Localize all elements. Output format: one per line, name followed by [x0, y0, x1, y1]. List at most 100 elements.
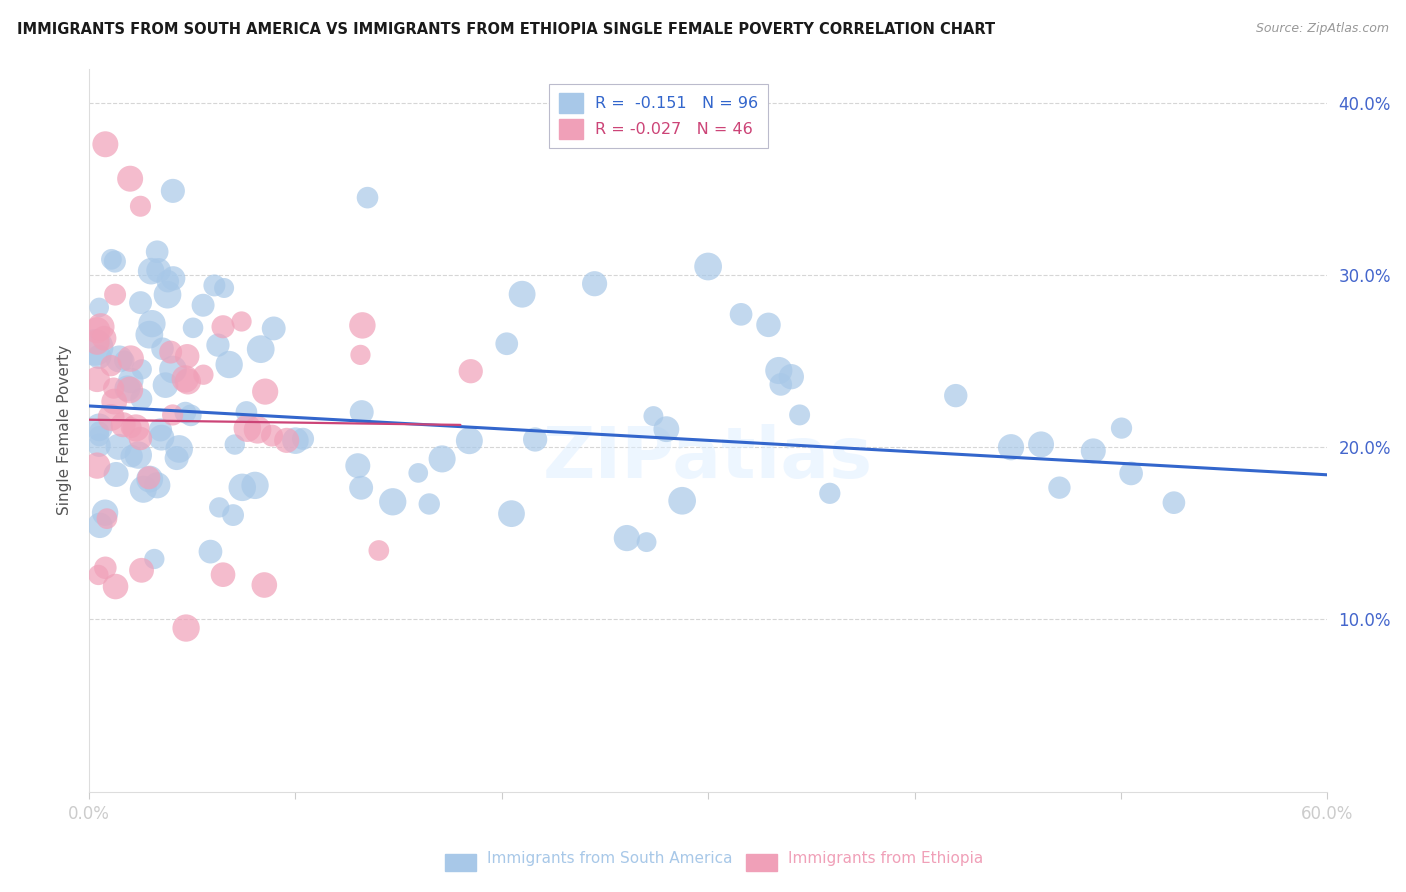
Point: [120, 374, 142, 388]
Point: [112, 417, 135, 432]
Point: [105, 467, 128, 482]
Point: [212, 281, 235, 295]
Point: [671, 493, 693, 508]
Point: [100, 359, 122, 373]
Point: [235, 405, 257, 419]
Point: [218, 358, 240, 372]
Point: [263, 321, 285, 335]
Point: [1111, 421, 1133, 435]
Point: [284, 434, 307, 448]
Point: [174, 372, 197, 386]
Point: [212, 567, 235, 582]
Point: [212, 319, 235, 334]
Point: [1000, 440, 1022, 454]
Point: [818, 486, 841, 500]
Point: [104, 580, 127, 594]
Point: [162, 184, 184, 198]
Point: [1049, 481, 1071, 495]
Point: [655, 422, 678, 436]
Point: [249, 342, 271, 356]
Point: [138, 471, 160, 485]
Point: [768, 363, 790, 377]
Point: [84, 340, 107, 354]
Point: [1083, 443, 1105, 458]
Point: [89, 350, 111, 364]
Point: [155, 378, 177, 392]
Point: [583, 277, 606, 291]
Point: [1119, 467, 1142, 481]
Point: [381, 495, 404, 509]
Text: Immigrants from Ethiopia: Immigrants from Ethiopia: [787, 851, 983, 865]
Point: [174, 406, 197, 420]
Point: [120, 420, 142, 434]
Point: [224, 437, 246, 451]
Point: [193, 368, 215, 382]
Point: [202, 278, 225, 293]
Point: [87, 568, 110, 582]
Point: [150, 431, 173, 445]
Point: [131, 392, 153, 406]
Point: [260, 428, 283, 442]
Point: [292, 432, 315, 446]
Legend: R =  -0.151   N = 96, R = -0.027   N = 46: R = -0.151 N = 96, R = -0.027 N = 46: [550, 84, 768, 148]
Point: [103, 381, 125, 395]
Point: [254, 384, 277, 399]
Point: [90, 319, 112, 334]
Point: [367, 543, 389, 558]
Point: [643, 409, 665, 423]
Point: [430, 451, 453, 466]
Point: [89, 301, 111, 315]
Text: Immigrants from South America: Immigrants from South America: [488, 851, 733, 865]
Point: [276, 434, 298, 448]
Point: [141, 317, 163, 331]
Point: [166, 451, 188, 466]
Y-axis label: Single Female Poverty: Single Female Poverty: [58, 345, 72, 516]
Point: [174, 621, 197, 635]
Point: [121, 449, 143, 463]
Point: [780, 369, 803, 384]
Point: [162, 271, 184, 285]
Text: IMMIGRANTS FROM SOUTH AMERICA VS IMMIGRANTS FROM ETHIOPIA SINGLE FEMALE POVERTY : IMMIGRANTS FROM SOUTH AMERICA VS IMMIGRA…: [17, 22, 995, 37]
Point: [1163, 496, 1185, 510]
Point: [350, 481, 373, 495]
Point: [104, 254, 127, 268]
Point: [191, 298, 214, 312]
Point: [120, 171, 142, 186]
Point: [167, 442, 190, 456]
Point: [86, 372, 108, 386]
Point: [100, 410, 122, 425]
Point: [176, 349, 198, 363]
Point: [131, 563, 153, 577]
Point: [118, 383, 141, 397]
Point: [222, 508, 245, 522]
Point: [758, 318, 780, 332]
Point: [159, 345, 181, 359]
Point: [148, 263, 170, 277]
Point: [460, 364, 482, 378]
Point: [108, 351, 131, 366]
Point: [132, 483, 155, 497]
Point: [89, 420, 111, 434]
Point: [146, 244, 169, 259]
Text: Source: ZipAtlas.com: Source: ZipAtlas.com: [1256, 22, 1389, 36]
Point: [117, 381, 139, 395]
Point: [94, 137, 117, 152]
Point: [180, 409, 202, 423]
Point: [129, 432, 152, 446]
Point: [112, 353, 135, 368]
Point: [131, 362, 153, 376]
Point: [246, 423, 269, 437]
Point: [89, 438, 111, 452]
Point: [501, 507, 523, 521]
Point: [86, 458, 108, 473]
Point: [89, 425, 111, 439]
Point: [236, 421, 259, 435]
Point: [94, 506, 117, 520]
Point: [1029, 437, 1052, 451]
Point: [200, 544, 222, 558]
Point: [146, 478, 169, 492]
Point: [418, 497, 440, 511]
Point: [100, 252, 122, 267]
Point: [352, 318, 374, 333]
Point: [127, 448, 149, 462]
